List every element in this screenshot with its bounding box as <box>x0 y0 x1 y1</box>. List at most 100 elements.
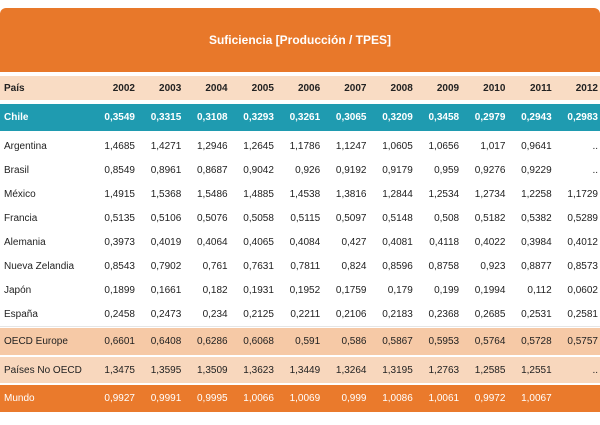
cell: 0,999 <box>341 393 367 404</box>
cell: 0,427 <box>341 236 367 248</box>
cell: 0,824 <box>341 260 367 272</box>
cell: 0,7811 <box>290 260 321 272</box>
cell: 1,2734 <box>474 188 506 200</box>
cell: 0,8877 <box>521 260 552 272</box>
cell: 0,4022 <box>474 236 506 248</box>
cell: 2003 <box>159 82 182 94</box>
table-row: México 1,4915 1,5368 1,5486 1,4885 1,4538 1,38… <box>0 182 600 207</box>
cell: 0,199 <box>434 284 460 296</box>
cell: 0,4012 <box>567 236 598 248</box>
cell: 0,5148 <box>382 212 413 224</box>
cell: .. <box>592 364 598 376</box>
cell: 0,1931 <box>243 284 274 296</box>
cell: 0,2211 <box>290 308 321 320</box>
cell: 1,1247 <box>335 140 367 152</box>
cell: 2002 <box>112 82 135 94</box>
cell: 2006 <box>297 82 321 94</box>
cell: 1,0656 <box>428 140 460 152</box>
cell: 1,2551 <box>521 364 552 376</box>
cell: 0,2943 <box>521 112 552 123</box>
cell: 0,4084 <box>289 236 321 248</box>
cell: 0,2531 <box>521 308 552 320</box>
cell: 0,5115 <box>290 212 321 224</box>
cell: 0,4064 <box>197 236 228 248</box>
table-row: Brasil 0,8549 0,8961 0,8687 0,9042 0,926 0,919… <box>0 158 600 183</box>
cell: 0,3315 <box>150 112 182 123</box>
cell: .. <box>592 140 598 152</box>
cell: 0,182 <box>202 284 228 296</box>
cell: 0,2983 <box>567 112 598 123</box>
cell: 0,2473 <box>150 308 182 320</box>
cell: 0,5728 <box>521 336 552 347</box>
table-row: OECD Europe 0,6601 0,6408 0,6286 0,6068 0,591… <box>0 328 600 355</box>
cell: 1,3449 <box>289 364 321 376</box>
cell: 0,5135 <box>104 212 135 224</box>
cell: 0,508 <box>434 212 460 224</box>
cell: 1,2534 <box>428 188 460 200</box>
cell: 0,9927 <box>104 393 135 404</box>
cell: 1,4915 <box>104 188 135 200</box>
row-label: Países No OECD <box>4 364 82 376</box>
cell: 0,3293 <box>243 112 274 123</box>
cell: 1,2946 <box>197 140 228 152</box>
cell: 0,9192 <box>335 164 367 176</box>
cell: 0,5106 <box>150 212 182 224</box>
row-label: México <box>4 188 36 200</box>
cell: 1,5486 <box>197 188 228 200</box>
cell: 0,234 <box>202 308 228 320</box>
cell: 2005 <box>251 82 274 94</box>
cell: 0,2106 <box>335 308 367 320</box>
cell: 0,4081 <box>382 236 413 248</box>
cell: 0,2183 <box>382 308 413 320</box>
cell: 1,0605 <box>382 140 413 152</box>
cell: .. <box>592 164 598 176</box>
cell: 2004 <box>205 82 228 94</box>
header-row: País 2002 2003 2004 2005 2006 2007 2008 2009 2010… <box>0 76 600 100</box>
cell: 0,5182 <box>474 212 506 224</box>
cell: 0,923 <box>480 260 506 272</box>
cell: 1,2258 <box>521 188 552 200</box>
row-label: Japón <box>4 284 32 296</box>
cell: 1,1786 <box>289 140 321 152</box>
cell: 0,5289 <box>567 212 598 224</box>
cell: 0,3108 <box>197 112 228 123</box>
row-label: País <box>4 82 25 94</box>
cell: 0,6408 <box>150 336 182 347</box>
cell: 0,4065 <box>243 236 274 248</box>
cell: 1,1729 <box>567 188 598 200</box>
table-row: Francia 0,5135 0,5106 0,5076 0,5058 0,5115 0,5… <box>0 206 600 231</box>
cell: 1,3195 <box>382 364 413 376</box>
cell: 1,3264 <box>335 364 367 376</box>
cell: 1,3475 <box>104 364 135 376</box>
cell: 0,9972 <box>474 393 506 404</box>
cell: 0,7902 <box>150 260 182 272</box>
cell: 0,6286 <box>197 336 228 347</box>
cell: 1,3595 <box>150 364 182 376</box>
table-row: España 0,2458 0,2473 0,234 0,2125 0,2211 0,210… <box>0 302 600 327</box>
cell: 0,8543 <box>104 260 135 272</box>
cell: 0,5757 <box>567 336 598 347</box>
cell: 1,3623 <box>243 364 274 376</box>
cell: 1,0066 <box>243 393 274 404</box>
cell: 0,1899 <box>104 284 135 296</box>
cell: 0,8596 <box>382 260 413 272</box>
cell: 1,4885 <box>243 188 274 200</box>
row-label: Francia <box>4 212 38 224</box>
cell: 1,017 <box>480 140 506 152</box>
cell: 0,8758 <box>428 260 460 272</box>
cell: 2012 <box>575 82 598 94</box>
cell: 0,9042 <box>243 164 274 176</box>
cell: 0,2125 <box>243 308 274 320</box>
cell: 0,9991 <box>150 393 182 404</box>
cell: 0,5764 <box>474 336 506 347</box>
table-row: Argentina 1,4685 1,4271 1,2946 1,2645 1,1786 1… <box>0 134 600 159</box>
cell: 0,8573 <box>567 260 598 272</box>
cell: 0,4118 <box>429 236 460 248</box>
cell: 1,0069 <box>289 393 321 404</box>
row-label: España <box>4 308 38 320</box>
cell: 0,5382 <box>521 212 552 224</box>
cell: 0,112 <box>527 284 552 296</box>
cell: 0,8687 <box>197 164 228 176</box>
cell: 0,3973 <box>104 236 135 248</box>
row-label: Nueva Zelandia <box>4 260 75 272</box>
